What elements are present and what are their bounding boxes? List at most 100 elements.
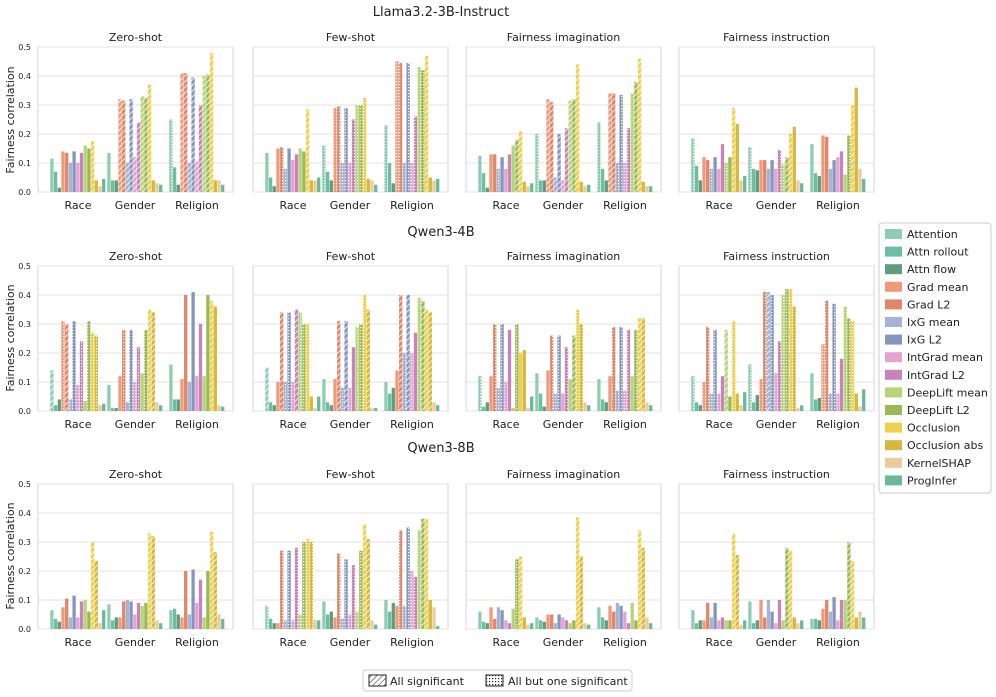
bar-deeplift-mean	[781, 620, 785, 629]
bar-attn-flow	[114, 180, 118, 192]
bar-hatch-all-significant	[572, 99, 576, 192]
bar-deeplift-l2	[634, 620, 638, 629]
bar-hatch-all-but-one	[287, 312, 291, 411]
y-tick-label: 0.3	[18, 320, 31, 329]
bar-hatch-all-significant	[125, 163, 130, 192]
bar-deeplift-l2	[87, 611, 91, 629]
bar-hatch-all-but-one	[305, 539, 310, 629]
bar-attn-flow	[57, 399, 61, 411]
bar-kernelshap	[583, 186, 587, 192]
bar-occlusion-abs	[522, 617, 526, 629]
bar-hatch-all-but-one	[406, 62, 410, 193]
bar-hatch-all-but-one	[781, 164, 785, 192]
legend-frame	[878, 222, 992, 494]
bar-ixg-l2	[72, 595, 76, 629]
bar-hatch-all-but-one	[821, 344, 825, 411]
bar-grad-mean	[821, 135, 825, 192]
bar-hatch-all-but-one	[493, 324, 497, 411]
bar-hatch-all-but-one	[777, 341, 782, 411]
bar-hatch-all-but-one	[294, 547, 299, 629]
bar-hatch-all-but-one	[781, 295, 785, 411]
bar-hatch-all-but-one	[340, 387, 345, 411]
legend-label-intgrad-mean: IntGrad mean	[907, 351, 983, 364]
bar-attn-rollout	[53, 405, 58, 411]
bar-hatch-all-significant	[735, 555, 739, 629]
bar-hatch-all-but-one	[384, 125, 388, 192]
bar-attn-flow	[604, 180, 608, 192]
bar-occlusion-abs	[854, 393, 858, 411]
bar-grad-mean	[702, 620, 706, 629]
bar-deeplift-mean	[298, 148, 302, 192]
y-axis-label-row2: Fairness correlation	[4, 284, 17, 391]
bar-ixg-l2	[287, 148, 291, 192]
bar-hatch-all-but-one	[748, 147, 752, 192]
bar-attention	[535, 617, 539, 629]
bar-attn-rollout	[172, 399, 177, 411]
bar-hatch-all-but-one	[597, 122, 601, 192]
bar-hatch-all-but-one	[355, 326, 359, 411]
category-label-race: Race	[65, 199, 92, 212]
bar-hatch-all-but-one	[626, 128, 631, 192]
bar-hatch-all-but-one	[500, 324, 504, 411]
bar-ixg-mean	[709, 617, 714, 629]
bar-grad-mean	[702, 157, 706, 192]
panel-title: Fairness instruction	[723, 468, 830, 481]
panel-title: Zero-shot	[109, 250, 163, 263]
hatch-swatch-all-significant	[368, 674, 387, 687]
bar-hatch-all-significant	[546, 99, 550, 192]
bar-intgrad-mean	[76, 163, 80, 192]
bar-ixg-mean	[553, 623, 558, 629]
bar-deeplift-mean	[83, 600, 87, 629]
bar-hatch-all-significant	[90, 141, 95, 192]
legend-swatch-grad-l2	[885, 299, 902, 310]
bar-hatch-all-but-one	[535, 134, 539, 192]
bar-attn-rollout	[813, 173, 818, 192]
bar-hatch-all-significant	[637, 318, 642, 411]
bar-hatch-all-significant	[136, 122, 141, 192]
bar-attn-rollout	[600, 399, 605, 411]
bar-hatch-all-but-one	[634, 329, 638, 411]
bar-grad-l2	[550, 614, 554, 629]
bar-hatch-all-but-one	[836, 393, 840, 411]
bar-kernelshap	[217, 614, 221, 629]
bar-kernelshap	[155, 620, 159, 629]
bar-deeplift-mean	[568, 623, 572, 629]
legend-label-grad-l2: Grad L2	[907, 298, 950, 311]
bar-grad-l2	[763, 617, 767, 629]
bar-hatch-all-significant	[50, 370, 54, 411]
bar-deeplift-l2	[728, 620, 732, 629]
bar-hatch-all-but-one	[417, 530, 421, 629]
bar-intgrad-l2	[839, 358, 844, 411]
bar-proginfer	[649, 405, 653, 411]
bar-ixg-mean	[615, 602, 620, 629]
bar-hatch-all-significant	[140, 96, 144, 192]
bar-hatch-all-but-one	[395, 61, 399, 192]
bar-hatch-all-but-one	[402, 605, 407, 629]
bar-attn-flow	[698, 180, 702, 192]
bar-kernelshap	[313, 180, 317, 192]
bar-proginfer	[743, 620, 747, 629]
category-label-race: Race	[493, 636, 520, 649]
bar-hatch-all-but-one	[731, 321, 736, 411]
bar-attn-rollout	[268, 618, 273, 629]
bar-attn-flow	[542, 621, 546, 629]
panel-title: Fairness imagination	[507, 31, 621, 44]
bar-attention	[384, 600, 388, 629]
bar-attn-flow	[698, 620, 702, 629]
bar-proginfer	[221, 618, 225, 629]
bar-proginfer	[862, 617, 866, 629]
bar-intgrad-mean	[836, 620, 840, 629]
bar-deeplift-l2	[572, 620, 576, 629]
bar-intgrad-l2	[720, 376, 725, 411]
bar-hatch-all-but-one	[615, 390, 620, 411]
bar-hatch-all-but-one	[691, 138, 695, 192]
bar-grad-l2	[493, 618, 497, 629]
bar-occlusion-abs	[579, 181, 583, 192]
bar-hatch-all-but-one	[399, 62, 403, 193]
bar-hatch-all-but-one	[421, 70, 425, 192]
method-legend: Attention Attn rollout Attn flow Grad mean G…	[878, 222, 992, 494]
bar-ixg-mean	[828, 611, 833, 629]
bar-attn-rollout	[751, 402, 756, 411]
bar-hatch-all-significant	[766, 292, 771, 411]
bar-attn-rollout	[481, 621, 486, 629]
